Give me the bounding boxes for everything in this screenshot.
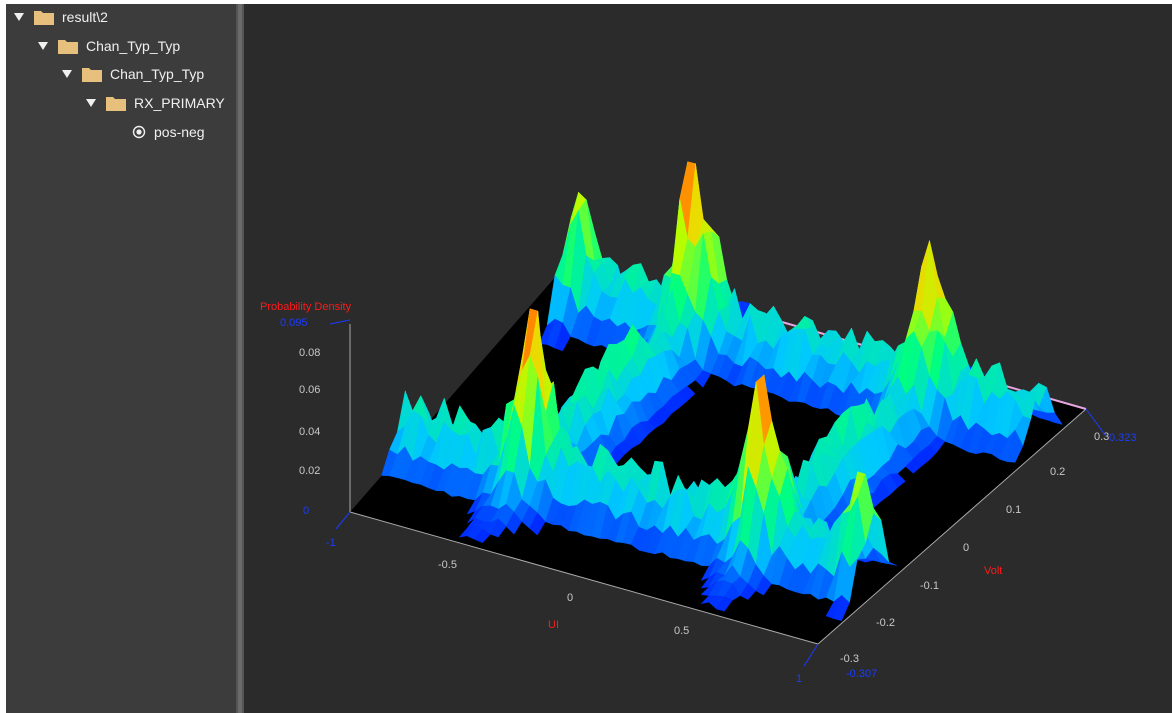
y-axis-line [817,408,1087,645]
surface-mesh [381,161,1063,621]
tree-item-chan-typ-typ-sub[interactable]: Chan_Typ_Typ [60,61,204,87]
y-axis-title: Volt [984,565,1002,577]
tree-item-chan-typ-typ[interactable]: Chan_Typ_Typ [36,33,180,59]
expand-triangle-icon[interactable] [60,67,74,81]
z-tick-label: 0.06 [299,384,320,396]
z-tick-label: 0.04 [299,426,320,438]
z-tick-label: 0.08 [299,347,320,359]
tree-item-rx-primary[interactable]: RX_PRIMARY [84,90,225,116]
z-min-tick [335,511,351,530]
surface-patch [474,528,491,544]
surface-patch [833,594,850,621]
x-tick-label: -0.5 [438,559,457,571]
tree-panel: result\2 Chan_Typ_Typ Chan_Typ_Typ RX_PR… [6,4,236,713]
surface-plot-svg[interactable]: Probability Density 0.095 0.08 0.06 0.04… [244,4,1172,713]
surface-patch [905,458,922,474]
tree-item-label: pos-neg [154,124,205,140]
surface-patch [554,322,571,352]
y-tick-label: -0.2 [876,617,895,629]
y-tick-label: 0.1 [1006,504,1021,516]
z-min-label: 0 [303,505,309,517]
expand-triangle-icon[interactable] [36,39,50,53]
y-tick-label: 0 [963,542,969,554]
tree-item-result[interactable]: result\2 [12,4,108,30]
tree-item-pos-neg[interactable]: pos-neg [132,119,205,145]
x-axis-title: UI [548,619,559,631]
tree-item-label: Chan_Typ_Typ [86,38,181,54]
surface-patch [739,583,757,600]
folder-icon [106,97,126,111]
surface-patch [529,512,546,536]
expand-triangle-icon[interactable] [12,10,26,24]
x-tick-label: 0.5 [674,625,689,637]
tree-item-label: RX_PRIMARY [134,95,225,111]
surface-patch [716,596,733,612]
tree-item-label: Chan_Typ_Typ [110,66,205,82]
tree-item-label: result\2 [62,9,108,25]
panel-splitter[interactable] [236,4,244,713]
splitter-grip[interactable] [238,4,242,713]
x-axis-line [349,511,819,645]
x-max-tick [803,643,819,667]
surface-patch [694,370,712,388]
y-tick-label: -0.1 [920,580,939,592]
z-tick-label: 0.02 [299,465,320,477]
y-max-label: 0.323 [1109,432,1137,444]
z-max-label: 0.095 [280,317,308,329]
x-tick-label: 0 [567,592,573,604]
x-min-label: -1 [326,537,336,549]
y-tick-label: 0.3 [1094,431,1109,443]
plot-viewport[interactable]: Probability Density 0.095 0.08 0.06 0.04… [244,4,1172,713]
surface-patch [490,518,507,538]
surface-patch [505,511,523,535]
folder-icon [58,40,78,54]
z-max-tick [329,319,351,325]
y-min-label: -0.307 [846,668,877,680]
y-tick-label: -0.3 [840,653,859,665]
folder-icon [34,11,54,25]
radio-selected-icon[interactable] [132,125,146,139]
surface-patch [755,575,772,596]
surface-patch [1007,429,1024,463]
folder-icon [82,68,102,82]
z-axis-title: Probability Density [260,301,352,313]
y-max-tick [1085,408,1107,437]
y-tick-label: 0.2 [1050,466,1065,478]
x-max-label: 1 [796,673,802,685]
expand-triangle-icon[interactable] [84,96,98,110]
